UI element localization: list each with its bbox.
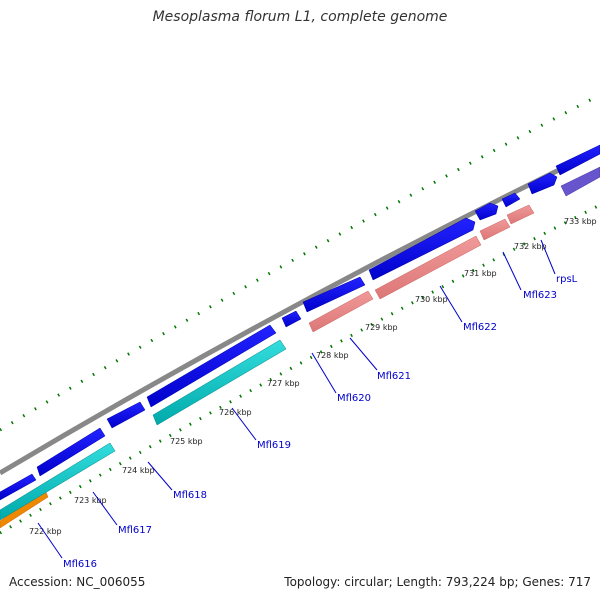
leader-line: [439, 285, 463, 323]
kbp-tick-label: 725 kbp: [170, 437, 203, 446]
backbone-ring: [0, 147, 600, 476]
outer-dotted-ring: [0, 93, 600, 432]
leader-line: [37, 522, 63, 559]
kbp-tick-label: 723 kbp: [74, 496, 107, 505]
kbp-tick-label: 729 kbp: [365, 323, 398, 332]
cds-arrow: [146, 324, 277, 408]
kbp-tick-label: 727 kbp: [267, 379, 300, 388]
kbp-tick-label: 731 kbp: [464, 269, 497, 278]
kbp-tick-label: 724 kbp: [122, 466, 155, 475]
kbp-tick-label: 733 kbp: [564, 217, 597, 226]
cds-arrow: [302, 276, 366, 313]
cds-arrow: [106, 401, 146, 429]
accession-text: Accession: NC_006055: [9, 575, 146, 589]
trna-feature: [374, 235, 482, 300]
map-title: Mesoplasma florum L1, complete genome: [152, 9, 448, 25]
rrna-feature: [152, 339, 287, 426]
inner-dotted-ring: [0, 203, 600, 535]
leader-line: [311, 352, 337, 394]
cds-arrow: [0, 473, 37, 501]
leader-line: [231, 407, 257, 441]
cds-arrow: [281, 310, 302, 328]
gene-label-rpsl: rpsL: [556, 274, 578, 285]
cds-arrow: [501, 192, 521, 208]
trna-feature: [506, 204, 535, 225]
gene-label-mfl620: Mfl620: [337, 393, 371, 404]
leader-line: [540, 239, 556, 275]
leader-line: [92, 491, 118, 526]
cds-arrow: [555, 144, 600, 176]
cds-arrow: [474, 202, 499, 221]
kbp-tick-label: 732 kbp: [514, 242, 547, 251]
leader-line: [502, 251, 522, 291]
cds-arrow: [527, 172, 558, 195]
repeat-feature: [560, 166, 600, 197]
kbp-tick-label: 728 kbp: [316, 351, 349, 360]
leader-line: [349, 337, 378, 371]
leader-line: [147, 461, 173, 491]
gene-label-mfl618: Mfl618: [173, 490, 207, 501]
rrna-feature: [0, 442, 116, 521]
gene-label-mfl616: Mfl616: [63, 559, 97, 570]
gene-label-mfl623: Mfl623: [523, 290, 557, 301]
gene-label-mfl619: Mfl619: [257, 440, 291, 451]
kbp-tick-label: 730 kbp: [415, 295, 448, 304]
gene-label-mfl622: Mfl622: [463, 322, 497, 333]
cds-arrow: [36, 427, 106, 477]
gene-label-mfl621: Mfl621: [377, 371, 411, 382]
cds-arrow: [368, 217, 476, 281]
trna-feature: [308, 290, 374, 333]
gene-label-mfl617: Mfl617: [118, 525, 152, 536]
kbp-tick-label: 722 kbp: [29, 527, 62, 536]
genome-summary-text: Topology: circular; Length: 793,224 bp; …: [284, 575, 591, 589]
trna-feature: [479, 218, 511, 241]
